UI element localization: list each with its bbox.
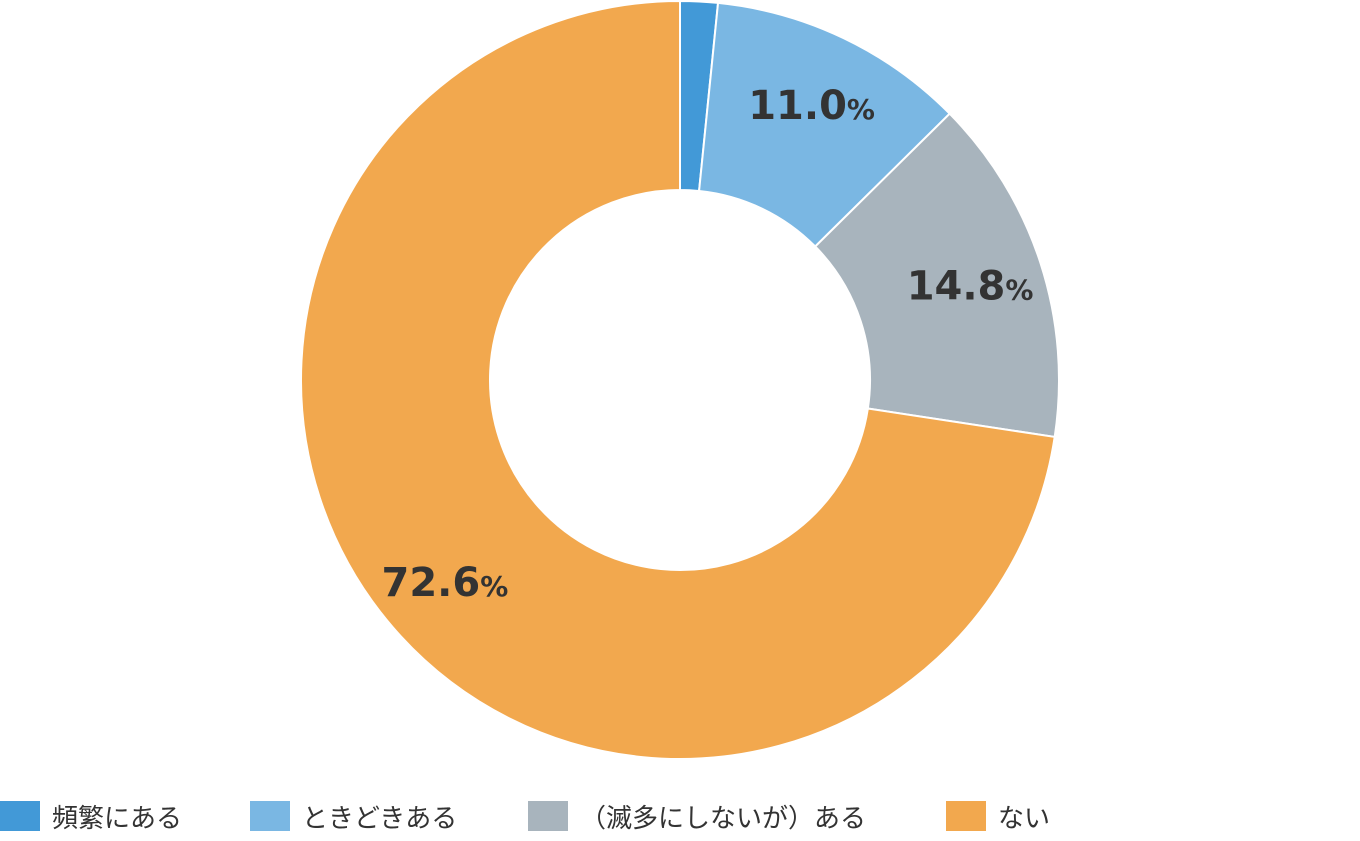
legend-swatch-frequent (0, 801, 40, 831)
data-label-sometimes: 11.0% (748, 83, 875, 129)
data-label-unit-rarely: % (1005, 274, 1033, 307)
data-label-never: 72.6% (382, 560, 509, 606)
legend-item-rarely: （滅多にしないが）ある (528, 796, 866, 836)
legend-swatch-rarely (528, 801, 568, 831)
legend-item-sometimes: ときどきある (250, 796, 457, 836)
legend-label-frequent: 頻繁にある (52, 803, 183, 834)
slice-sometimes (697, 1, 952, 248)
data-label-unit-never: % (480, 570, 508, 603)
legend-swatch-sometimes (250, 801, 290, 831)
slice-never (300, 0, 1056, 760)
data-label-value-never: 72.6 (382, 560, 481, 606)
data-label-value-rarely: 14.8 (907, 264, 1006, 310)
legend-label-sometimes: ときどきある (302, 803, 458, 834)
data-label-rarely: 14.8% (907, 264, 1034, 310)
chart-legend: 頻繁にある ときどきある （滅多にしないが）ある ない (0, 796, 1360, 836)
legend-label-rarely: （滅多にしないが）ある (580, 803, 867, 834)
legend-swatch-never (946, 801, 986, 831)
legend-label-never: ない (998, 803, 1051, 834)
legend-item-frequent: 頻繁にある (0, 796, 182, 836)
data-label-value-sometimes: 11.0 (748, 83, 847, 129)
donut-chart: 11.0%14.8%72.6% (300, 0, 1060, 760)
data-label-unit-sometimes: % (847, 93, 875, 126)
slice-rarely (813, 112, 1060, 439)
legend-item-never: ない (946, 796, 1050, 836)
